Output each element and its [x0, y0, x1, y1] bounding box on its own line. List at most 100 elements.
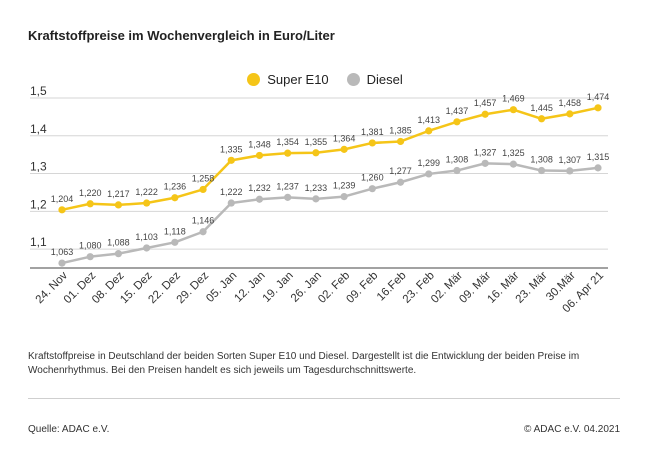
chart-title: Kraftstoffpreise im Wochenvergleich in E…: [28, 28, 335, 43]
data-point-super-e10: [368, 139, 376, 147]
data-label-super-e10: 1,381: [361, 127, 384, 137]
data-point-super-e10: [143, 199, 151, 207]
data-label-super-e10: 1,445: [530, 103, 553, 113]
data-point-diesel: [509, 160, 517, 168]
y-tick-label: 1,2: [30, 197, 47, 211]
data-point-super-e10: [537, 115, 546, 123]
data-point-super-e10: [340, 145, 348, 153]
data-point-super-e10: [312, 149, 320, 157]
data-label-diesel: 1,080: [79, 241, 102, 251]
data-point-super-e10: [396, 137, 405, 146]
data-point-diesel: [566, 167, 574, 175]
data-point-diesel: [368, 185, 376, 193]
data-label-diesel: 1,233: [305, 183, 328, 193]
chart-description: Kraftstoffpreise in Deutschland der beid…: [28, 351, 580, 376]
data-point-diesel: [425, 170, 433, 178]
data-point-super-e10: [284, 149, 292, 157]
data-label-super-e10: 1,457: [474, 98, 497, 108]
data-label-diesel: 1,239: [333, 181, 356, 191]
data-label-diesel: 1,237: [276, 181, 299, 191]
data-label-super-e10: 1,469: [502, 94, 525, 104]
x-tick-label: 29. Dez: [175, 269, 212, 306]
data-point-diesel: [255, 195, 264, 203]
data-label-diesel: 1,308: [446, 155, 469, 165]
data-label-super-e10: 1,236: [164, 182, 187, 192]
legend-marker-diesel: [346, 73, 360, 86]
data-label-super-e10: 1,258: [192, 173, 215, 183]
data-label-diesel: 1,088: [107, 238, 130, 248]
data-point-diesel: [340, 193, 348, 201]
data-point-diesel: [481, 159, 489, 167]
data-label-diesel: 1,315: [587, 152, 610, 162]
data-label-super-e10: 1,458: [559, 98, 582, 108]
data-point-super-e10: [566, 110, 574, 118]
data-label-diesel: 1,146: [192, 216, 215, 226]
data-label-super-e10: 1,385: [389, 125, 412, 135]
y-tick-label: 1,5: [30, 84, 47, 98]
data-point-diesel: [453, 166, 461, 175]
copyright-note: © ADAC e.V. 04.2021: [524, 424, 620, 435]
data-label-diesel: 1,260: [361, 173, 384, 183]
data-point-diesel: [171, 238, 179, 246]
data-label-super-e10: 1,364: [333, 133, 356, 143]
data-point-super-e10: [199, 185, 207, 194]
data-label-diesel: 1,063: [51, 247, 74, 257]
data-label-diesel: 1,308: [530, 155, 553, 165]
data-label-super-e10: 1,222: [135, 187, 158, 197]
data-label-super-e10: 1,354: [276, 137, 299, 147]
data-label-super-e10: 1,217: [107, 189, 130, 199]
series-line-diesel: [61, 162, 599, 265]
data-point-diesel: [143, 244, 151, 252]
data-label-super-e10: 1,437: [446, 106, 469, 116]
data-point-super-e10: [86, 200, 94, 208]
data-point-diesel: [58, 259, 66, 267]
data-point-super-e10: [114, 201, 123, 209]
x-tick-label: 23. Mär: [514, 270, 550, 306]
data-point-super-e10: [255, 151, 264, 160]
data-label-super-e10: 1,355: [305, 137, 328, 147]
data-point-diesel: [199, 228, 207, 236]
data-point-diesel: [396, 178, 405, 186]
data-point-super-e10: [171, 194, 179, 202]
data-point-super-e10: [481, 110, 489, 118]
data-point-diesel: [284, 193, 292, 201]
legend-item-diesel: Diesel: [346, 72, 403, 87]
legend-marker-super-e10: [247, 73, 261, 86]
data-point-super-e10: [58, 206, 66, 214]
data-point-super-e10: [425, 127, 433, 135]
x-tick-label: 05. Jan: [204, 270, 239, 305]
data-point-super-e10: [509, 106, 517, 114]
y-tick-label: 1,3: [30, 160, 47, 174]
data-label-diesel: 1,327: [474, 147, 497, 157]
legend-item-super-e10: Super E10: [247, 72, 329, 87]
legend: Super E10 Diesel: [0, 72, 650, 87]
data-point-super-e10: [594, 104, 602, 112]
data-label-diesel: 1,277: [389, 166, 412, 176]
data-label-diesel: 1,232: [248, 183, 271, 193]
data-point-diesel: [227, 199, 235, 207]
data-label-diesel: 1,299: [417, 158, 440, 168]
data-label-super-e10: 1,348: [248, 139, 271, 149]
data-label-diesel: 1,103: [135, 232, 158, 242]
legend-label-diesel: Diesel: [366, 72, 403, 87]
footer-divider: [28, 398, 620, 399]
series-line-super-e10: [61, 106, 599, 212]
data-point-diesel: [537, 166, 546, 175]
data-label-super-e10: 1,474: [587, 92, 610, 102]
x-tick-label: 09. Feb: [344, 270, 380, 306]
data-label-super-e10: 1,204: [51, 194, 74, 204]
source-note: Quelle: ADAC e.V.: [28, 424, 110, 435]
data-label-super-e10: 1,413: [417, 115, 440, 125]
x-tick-label: 19. Jan: [261, 270, 296, 305]
legend-label-super-e10: Super E10: [267, 72, 329, 87]
data-label-super-e10: 1,220: [79, 188, 102, 198]
data-point-diesel: [594, 164, 602, 172]
data-label-diesel: 1,118: [164, 226, 186, 236]
data-label-diesel: 1,307: [559, 155, 582, 165]
data-point-diesel: [114, 250, 123, 258]
y-tick-label: 1,4: [30, 122, 47, 136]
data-point-super-e10: [227, 156, 235, 164]
x-tick-label: 12. Jan: [232, 270, 267, 305]
data-point-diesel: [86, 253, 94, 261]
